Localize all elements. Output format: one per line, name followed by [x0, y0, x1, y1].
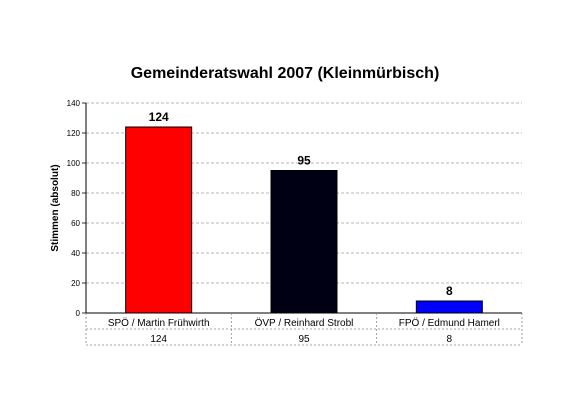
y-tick-label-1: 20 — [71, 279, 80, 288]
table-value-3: 8 — [447, 334, 453, 345]
chart-title: Gemeinderatswahl 2007 (Kleinmürbisch) — [131, 65, 440, 82]
y-axis-label: Stimmen (absolut) — [50, 164, 61, 251]
x-category-label-1: SPÖ / Martin Frühwirth — [108, 317, 210, 329]
plot-area: 0 20 40 60 80 100 120 140 124 SPÖ / Martin Frühwi… — [67, 99, 523, 346]
y-tick-label-4: 80 — [71, 189, 80, 198]
bar-1 — [125, 126, 193, 314]
y-tick-label-0: 0 — [76, 309, 81, 318]
bar-3 — [415, 300, 483, 314]
y-tick-label-5: 100 — [67, 159, 81, 168]
x-category-label-3: FPÖ / Edmund Hamerl — [399, 317, 500, 329]
table-value-2: 95 — [298, 334, 310, 345]
bar-2 — [270, 170, 338, 314]
y-tick-label-2: 40 — [71, 249, 80, 258]
y-tick-label-6: 120 — [67, 129, 81, 138]
y-tick-label-3: 60 — [71, 219, 80, 228]
y-tick-label-7: 140 — [67, 99, 81, 108]
data-label-3: 8 — [446, 284, 453, 298]
data-label-2: 95 — [297, 154, 311, 168]
table-value-1: 124 — [150, 334, 167, 345]
x-category-label-2: ÖVP / Reinhard Strobl — [255, 317, 354, 329]
data-label-1: 124 — [149, 110, 169, 124]
